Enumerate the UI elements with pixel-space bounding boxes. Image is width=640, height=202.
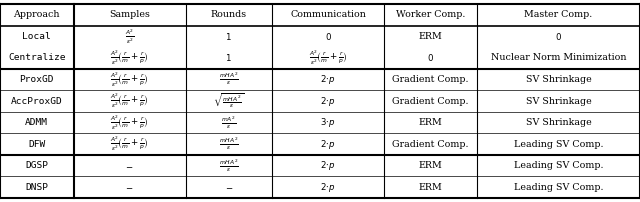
Text: Samples: Samples [109,10,150,19]
Text: Local: Local [22,32,51,41]
Text: $-$: $-$ [225,183,233,192]
Text: ADMM: ADMM [26,118,48,127]
Text: Leading SV Comp.: Leading SV Comp. [514,140,603,149]
Text: $-$: $-$ [125,161,134,170]
Text: $\frac{mHA^2}{\varepsilon}$: $\frac{mHA^2}{\varepsilon}$ [219,136,239,152]
Text: $\frac{A^2}{\varepsilon^2}$: $\frac{A^2}{\varepsilon^2}$ [125,27,134,46]
Text: Communication: Communication [290,10,366,19]
Text: $\frac{A^2}{\varepsilon^2}\!\left(\frac{r}{m}+\frac{r}{p}\right)$: $\frac{A^2}{\varepsilon^2}\!\left(\frac{… [110,70,149,89]
Text: SV Shrinkage: SV Shrinkage [525,118,591,127]
Text: AccProxGD: AccProxGD [11,97,63,105]
Text: Gradient Comp.: Gradient Comp. [392,97,468,105]
Text: $\frac{A^2}{\varepsilon^2}\!\left(\frac{r}{m}+\frac{r}{p}\right)$: $\frac{A^2}{\varepsilon^2}\!\left(\frac{… [110,49,149,67]
Text: $\frac{mA^2}{\varepsilon}$: $\frac{mA^2}{\varepsilon}$ [221,115,236,130]
Text: $2\!\cdot\! p$: $2\!\cdot\! p$ [320,138,336,151]
Text: $2\!\cdot\! p$: $2\!\cdot\! p$ [320,73,336,86]
Text: ProxGD: ProxGD [20,75,54,84]
Text: $0$: $0$ [427,52,434,63]
Text: $2\!\cdot\! p$: $2\!\cdot\! p$ [320,159,336,172]
Text: $\frac{A^2}{\varepsilon^2}\!\left(\frac{r}{m}+\frac{r}{p}\right)$: $\frac{A^2}{\varepsilon^2}\!\left(\frac{… [110,113,149,132]
Text: $\frac{mHA^2}{\varepsilon}$: $\frac{mHA^2}{\varepsilon}$ [219,72,239,87]
Text: Approach: Approach [13,10,60,19]
Text: $\frac{A^2}{\varepsilon^2}\!\left(\frac{r}{m}+\frac{r}{p}\right)$: $\frac{A^2}{\varepsilon^2}\!\left(\frac{… [110,135,149,153]
Text: ERM: ERM [419,183,442,192]
Text: $1$: $1$ [225,31,232,42]
Text: Leading SV Comp.: Leading SV Comp. [514,183,603,192]
Text: Nuclear Norm Minimization: Nuclear Norm Minimization [491,53,626,62]
Text: ERM: ERM [419,32,442,41]
Text: ERM: ERM [419,161,442,170]
Text: $1$: $1$ [225,52,232,63]
Text: DFW: DFW [28,140,45,149]
Text: $3\!\cdot\! p$: $3\!\cdot\! p$ [320,116,336,129]
Text: DGSP: DGSP [26,161,48,170]
Text: $\frac{A^2}{\varepsilon^2}\!\left(\frac{r}{m}+\frac{r}{p}\right)$: $\frac{A^2}{\varepsilon^2}\!\left(\frac{… [308,49,348,67]
Text: $0$: $0$ [324,31,332,42]
Text: $\frac{A^2}{\varepsilon^2}\!\left(\frac{r}{m}+\frac{r}{p}\right)$: $\frac{A^2}{\varepsilon^2}\!\left(\frac{… [110,92,149,110]
Text: Worker Comp.: Worker Comp. [396,10,465,19]
Text: $2\!\cdot\! p$: $2\!\cdot\! p$ [320,95,336,107]
Text: $-$: $-$ [125,183,134,192]
Text: Leading SV Comp.: Leading SV Comp. [514,161,603,170]
Text: Centralize: Centralize [8,53,65,62]
Text: $\frac{mHA^2}{\varepsilon}$: $\frac{mHA^2}{\varepsilon}$ [219,158,239,174]
Text: DNSP: DNSP [26,183,48,192]
Text: $0$: $0$ [555,31,562,42]
Text: Master Comp.: Master Comp. [524,10,593,19]
Text: Gradient Comp.: Gradient Comp. [392,140,468,149]
Text: SV Shrinkage: SV Shrinkage [525,75,591,84]
Text: ERM: ERM [419,118,442,127]
Text: $\sqrt{\frac{mHA^2}{\varepsilon}}$: $\sqrt{\frac{mHA^2}{\varepsilon}}$ [213,92,244,110]
Text: Rounds: Rounds [211,10,247,19]
Text: $2\!\cdot\! p$: $2\!\cdot\! p$ [320,181,336,194]
Text: SV Shrinkage: SV Shrinkage [525,97,591,105]
Text: Gradient Comp.: Gradient Comp. [392,75,468,84]
